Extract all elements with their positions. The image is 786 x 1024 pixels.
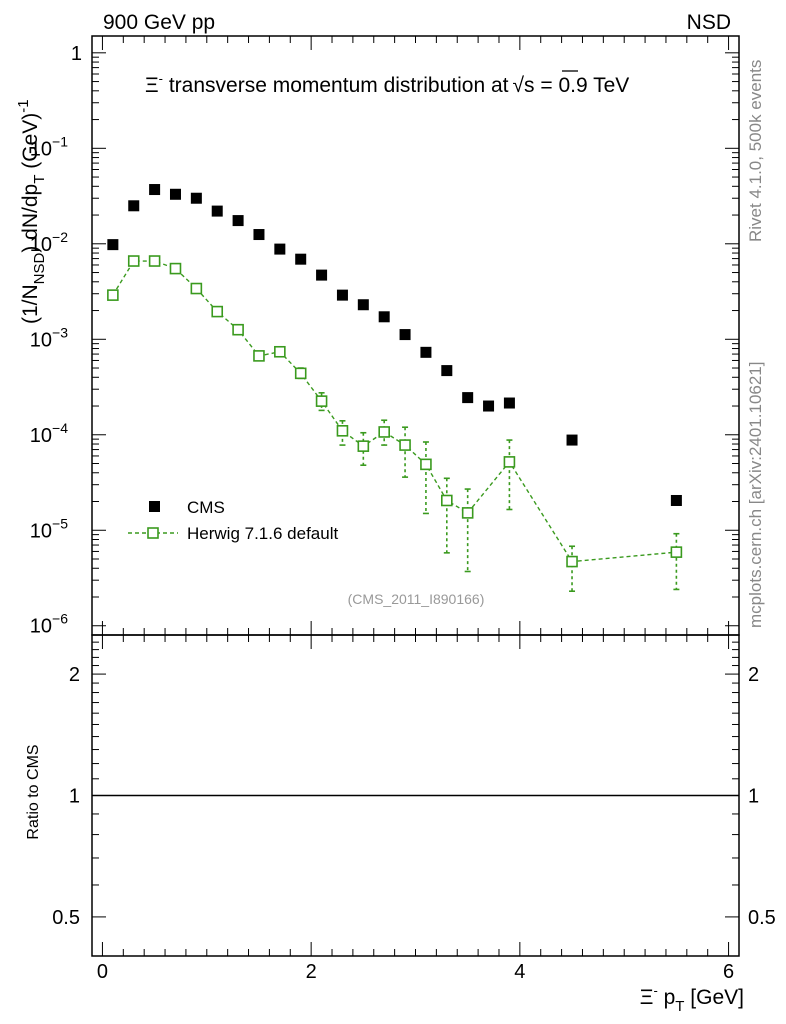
herwig-point — [315, 395, 328, 407]
ratio-y-tick-label-right: 2 — [748, 664, 759, 686]
herwig-point — [503, 456, 516, 468]
sqrt-symbol: √ — [512, 74, 524, 97]
cms-point — [107, 239, 119, 251]
x-tick-label: 6 — [723, 961, 734, 983]
cms-point — [420, 346, 432, 358]
ratio-y-tick-label-right: 0.5 — [748, 907, 776, 929]
cms-point — [190, 192, 202, 204]
herwig-point — [294, 367, 307, 380]
herwig-point — [670, 546, 683, 558]
ratio-y-tick-label-left: 1 — [69, 786, 80, 808]
x-tick-label: 0 — [97, 961, 108, 983]
ratio-y-tick-label-right: 1 — [748, 786, 759, 808]
legend-herwig-marker — [147, 527, 159, 539]
main-axis-ticks — [92, 36, 739, 635]
collision-label: 900 GeV pp — [103, 11, 215, 34]
main-y-tick-labels: 1 10−1 10−2 10−3 10−4 10−5 10−6 — [30, 43, 82, 638]
y-tick-label: 10−3 — [30, 324, 68, 351]
analysis-id-label: (CMS_2011_I890166) — [348, 591, 485, 607]
y-tick-label: 10−6 — [30, 611, 68, 638]
y-tick-label: 10−1 — [30, 133, 68, 160]
y-tick-label: 1 — [71, 43, 82, 65]
herwig-point — [274, 345, 286, 358]
cms-point — [232, 215, 244, 227]
cms-series — [107, 184, 682, 506]
cms-point — [316, 269, 328, 281]
main-panel-frame — [91, 35, 740, 636]
y-tick-label: 10−2 — [30, 229, 68, 256]
cms-point — [211, 205, 223, 217]
herwig-point — [357, 440, 370, 452]
legend: CMS Herwig 7.1.6 default — [128, 498, 338, 543]
herwig-point — [566, 555, 578, 568]
herwig-point — [148, 255, 161, 267]
cms-point — [169, 188, 181, 200]
legend-cms-marker — [149, 501, 160, 512]
cms-point — [399, 329, 411, 341]
ratio-y-tick-label-left: 0.5 — [52, 907, 80, 929]
herwig-point — [169, 262, 182, 275]
herwig-point — [127, 255, 140, 267]
herwig-point — [461, 507, 474, 519]
mcplots-reference-label: mcplots.cern.ch [arXiv:2401.10621] — [746, 362, 765, 628]
cms-point — [503, 397, 515, 409]
cms-point — [128, 200, 140, 212]
rivet-version-label: Rivet 4.1.0, 500k events — [746, 60, 765, 242]
herwig-point — [107, 289, 119, 301]
event-type-label: NSD — [687, 11, 731, 34]
herwig-point — [190, 282, 203, 295]
cms-point — [483, 400, 495, 412]
cms-point — [149, 184, 161, 196]
herwig-point — [420, 458, 432, 471]
cms-point — [441, 365, 453, 377]
x-axis-label: Ξ- pT [GeV] — [640, 983, 744, 1015]
chart-title: Ξ- transverse momentum distribution at √s… — [145, 71, 629, 97]
herwig-point — [211, 305, 224, 318]
x-tick-label: 2 — [306, 961, 317, 983]
ratio-y-tick-label-left: 2 — [69, 664, 80, 686]
herwig-point — [336, 425, 349, 437]
cms-point — [357, 299, 369, 311]
cms-point — [295, 253, 307, 265]
cms-point — [274, 243, 286, 255]
legend-cms-label: CMS — [187, 498, 225, 517]
cms-point — [670, 494, 682, 506]
herwig-point — [378, 426, 390, 438]
herwig-point — [441, 494, 453, 507]
herwig-point — [232, 323, 244, 336]
herwig-point — [399, 439, 411, 451]
ratio-y-axis-label: Ratio to CMS — [25, 744, 42, 839]
legend-herwig-label: Herwig 7.1.6 default — [187, 524, 338, 543]
main-y-axis-label: (1/NNSD) dN/dpT (GeV)-1 — [15, 99, 48, 324]
cms-point — [566, 434, 578, 446]
cms-point — [336, 289, 348, 301]
cms-point — [253, 229, 265, 241]
x-tick-labels: 0 2 4 6 — [97, 961, 734, 983]
y-tick-label: 10−4 — [30, 420, 68, 447]
herwig-series — [107, 255, 683, 593]
y-tick-label: 10−5 — [30, 515, 68, 542]
herwig-point — [253, 350, 265, 362]
cms-point — [462, 392, 474, 404]
ratio-y-tick-labels: 0.5 1 2 0.5 1 2 — [52, 664, 776, 929]
x-tick-label: 4 — [514, 961, 525, 983]
cms-point — [378, 311, 390, 323]
